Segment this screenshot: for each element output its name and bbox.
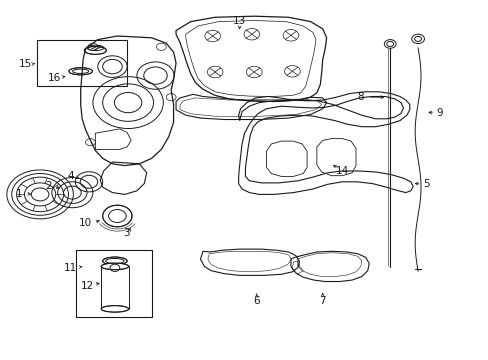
Text: 13: 13 (232, 16, 246, 26)
Text: 7: 7 (319, 296, 325, 306)
Text: 10: 10 (79, 218, 92, 228)
Ellipse shape (84, 46, 106, 54)
Circle shape (102, 205, 132, 227)
Text: 15: 15 (19, 59, 32, 69)
Text: 1: 1 (16, 189, 23, 199)
Text: 4: 4 (67, 171, 74, 181)
Text: 12: 12 (80, 281, 94, 291)
Circle shape (386, 41, 393, 46)
Ellipse shape (69, 68, 92, 75)
Bar (37, 40, 127, 86)
Text: 9: 9 (436, 108, 443, 118)
Ellipse shape (102, 257, 127, 265)
Text: 16: 16 (48, 73, 61, 84)
Bar (76, 250, 151, 317)
Text: 8: 8 (357, 92, 364, 102)
Text: 3: 3 (122, 228, 129, 238)
Text: 2: 2 (45, 181, 52, 192)
Text: 14: 14 (335, 166, 348, 176)
Text: 6: 6 (253, 296, 260, 306)
Ellipse shape (101, 263, 128, 270)
Text: 5: 5 (422, 179, 429, 189)
Ellipse shape (101, 306, 128, 312)
Text: 11: 11 (64, 263, 78, 273)
